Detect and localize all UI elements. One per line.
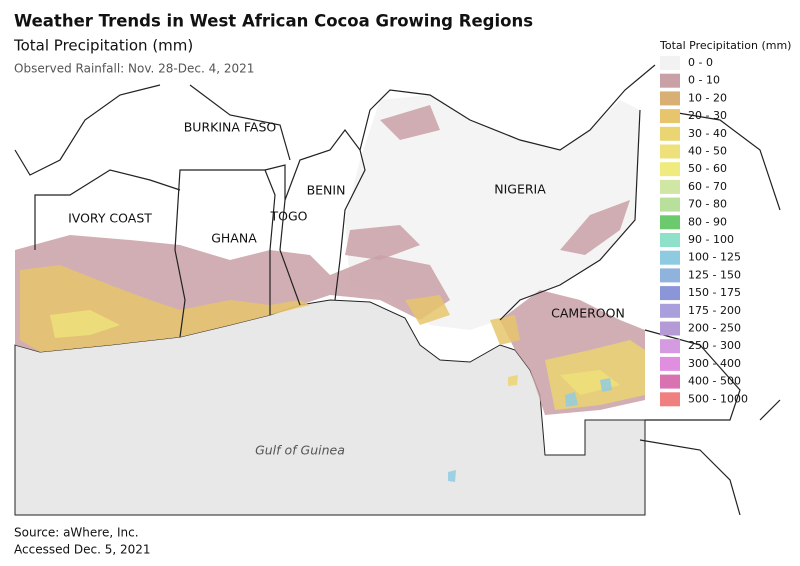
legend-label: 80 - 90 (688, 215, 727, 228)
legend-swatch (660, 356, 680, 371)
legend-swatch (660, 339, 680, 354)
legend-label: 400 - 500 (688, 375, 741, 388)
rainfall-area (508, 375, 518, 386)
source: Source: aWhere, Inc. (14, 526, 139, 540)
legend-swatch (660, 392, 680, 407)
rainfall-area (345, 105, 440, 260)
legend-label: 90 - 100 (688, 233, 734, 246)
rainfall-area (560, 200, 630, 255)
legend-swatch (660, 91, 680, 106)
legend-label: 60 - 70 (688, 180, 727, 193)
legend-title: Total Precipitation (mm) (659, 39, 791, 52)
country-label: IVORY COAST (68, 211, 152, 226)
subtitle: Total Precipitation (mm) (13, 37, 193, 55)
legend-swatch (660, 197, 680, 212)
country-label: GHANA (211, 231, 257, 246)
country-label: BENIN (307, 183, 346, 198)
border (639, 439, 741, 516)
legend-swatch (660, 268, 680, 283)
legend-label: 70 - 80 (688, 198, 727, 211)
legend-swatch (660, 56, 680, 70)
legend-label: 0 - 10 (688, 74, 720, 87)
legend-label: 125 - 150 (688, 268, 741, 281)
accessed: Accessed Dec. 5, 2021 (14, 543, 151, 557)
legend-swatch (660, 286, 680, 301)
legend-label: 500 - 1000 (688, 392, 748, 405)
rainfall-area (565, 378, 612, 407)
country-label: TOGO (270, 209, 308, 224)
legend-label: 10 - 20 (688, 91, 727, 104)
border (359, 64, 656, 151)
border (189, 84, 291, 161)
legend-label: 150 - 175 (688, 286, 741, 299)
legend-swatch (660, 250, 680, 265)
border (759, 399, 781, 421)
border (644, 329, 741, 421)
rainfall-area (448, 470, 456, 482)
rainfall-area (50, 310, 620, 395)
sea (14, 299, 646, 516)
legend-swatch (660, 73, 680, 88)
country-label: BURKINA FASO (184, 120, 277, 135)
border (174, 169, 276, 338)
note: Observed Rainfall: Nov. 28-Dec. 4, 2021 (14, 62, 254, 76)
rainfall-areas (15, 105, 645, 482)
border (34, 169, 181, 250)
legend-label: 40 - 50 (688, 145, 727, 158)
legend-swatch (660, 303, 680, 318)
legend-label: 20 - 30 (688, 109, 727, 122)
border (659, 109, 781, 211)
legend-swatch (660, 162, 680, 177)
border (14, 84, 161, 176)
country-borders (14, 64, 781, 516)
country-label: CAMEROON (551, 306, 625, 321)
legend-label: 300 - 400 (688, 357, 741, 370)
legend-label: 0 - 0 (688, 56, 713, 69)
legend-swatch (660, 126, 680, 141)
legend-swatch (660, 233, 680, 247)
country-label: NIGERIA (494, 182, 546, 197)
legend: Total Precipitation (mm) 0 - 0 0 - 10 10 -… (659, 39, 791, 407)
legend-swatch (660, 321, 680, 336)
legend-label: 200 - 250 (688, 322, 741, 335)
rainfall-area (405, 295, 520, 345)
legend-swatch (660, 144, 680, 159)
legend-swatch (660, 215, 680, 230)
border (499, 109, 641, 321)
legend-label: 100 - 125 (688, 251, 741, 264)
legend-swatch (660, 374, 680, 389)
sea-label: Gulf of Guinea (255, 443, 345, 458)
legend-label: 250 - 300 (688, 339, 741, 352)
legend-swatch (660, 179, 680, 194)
title: Weather Trends in West African Cocoa Gro… (14, 12, 533, 31)
legend-label: 50 - 60 (688, 162, 727, 175)
legend-label: 175 - 200 (688, 304, 741, 317)
legend-label: 30 - 40 (688, 127, 727, 140)
legend-swatch (660, 109, 680, 124)
